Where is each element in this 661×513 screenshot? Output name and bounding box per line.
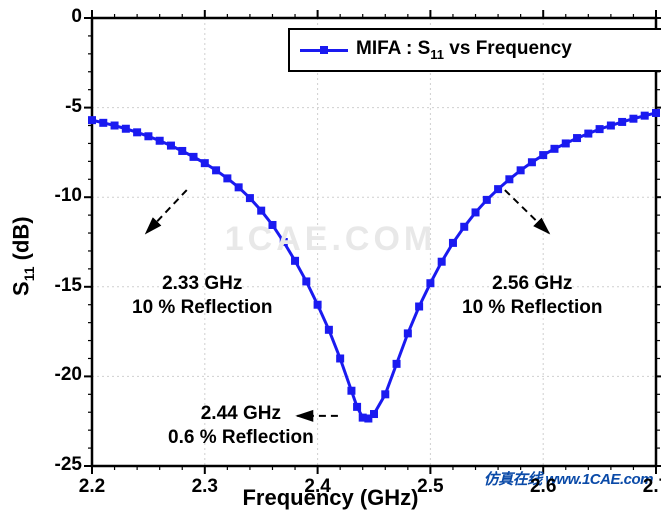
x-tick-label: 2.2 [72, 476, 112, 498]
x-tick-label: 2.5 [410, 476, 450, 498]
chart-container: S11 (dB) Frequency (GHz) 1CAE.COM MIFA :… [0, 0, 661, 513]
y-axis-label-main: S [9, 282, 34, 297]
legend-marker-icon [320, 46, 328, 54]
x-tick-label: 2.6 [523, 476, 563, 498]
y-axis-title: S11 (dB) [8, 0, 38, 513]
legend: MIFA : S11 vs Frequency [288, 28, 661, 72]
chart-svg [0, 0, 661, 513]
legend-line-sample [300, 49, 348, 52]
legend-text-suffix: vs Frequency [444, 38, 572, 59]
y-tick-label: 0 [42, 6, 82, 28]
y-tick-label: -15 [42, 275, 82, 297]
annotation-right-label: 2.56 GHz10 % Reflection [462, 272, 602, 320]
y-tick-label: -10 [42, 185, 82, 207]
x-tick-label: 2.4 [298, 476, 338, 498]
x-tick-label: 2.3 [185, 476, 225, 498]
y-tick-label: -5 [42, 96, 82, 118]
legend-text-sub: 11 [430, 47, 444, 62]
annotation-center-label: 2.44 GHz0.6 % Reflection [168, 402, 314, 450]
annotation-left-label: 2.33 GHz10 % Reflection [132, 272, 272, 320]
y-tick-label: -25 [42, 454, 82, 476]
y-axis-label-unit: (dB) [9, 217, 34, 267]
watermark-corner: 仿真在线 www.1CAE.com [484, 468, 653, 489]
legend-text-prefix: MIFA : S [356, 38, 430, 59]
y-axis-label-sub: 11 [21, 267, 37, 282]
y-tick-label: -20 [42, 364, 82, 386]
x-tick-label: 2.7 [636, 476, 661, 498]
legend-text: MIFA : S11 vs Frequency [356, 38, 572, 62]
